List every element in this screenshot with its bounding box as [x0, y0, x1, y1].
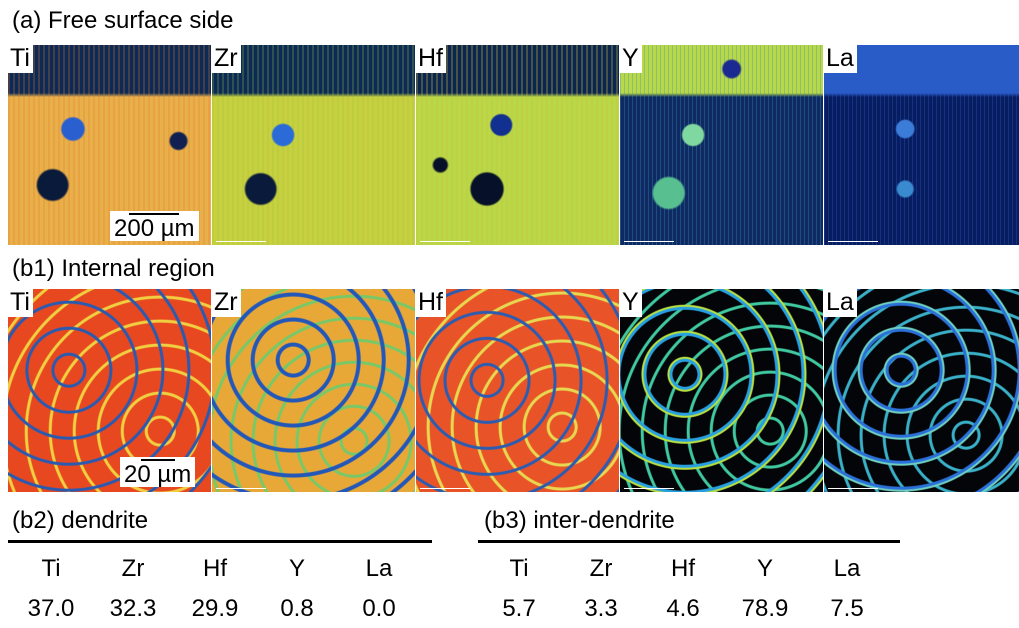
section-a-title: (a) Free surface side	[12, 7, 234, 34]
element-label: La	[824, 289, 857, 317]
scale-bar	[624, 236, 674, 242]
element-label: Zr	[212, 289, 241, 317]
element-label: Y	[620, 45, 642, 73]
table-b3-header: Hf	[671, 555, 695, 582]
table-b3-header: Y	[756, 555, 773, 582]
table-b3-header: La	[833, 555, 861, 582]
table-b3-value: 78.9	[741, 595, 789, 622]
map-a-hf: Hf	[416, 45, 619, 245]
map-a-la: La	[824, 45, 1019, 245]
table-b2-title: (b2) dendrite	[12, 507, 149, 534]
element-label: Y	[620, 289, 642, 317]
scale-bar	[216, 483, 266, 489]
map-b1-ti: Ti 20 µm	[8, 289, 211, 492]
scale-bar	[828, 483, 878, 489]
table-b3-rule	[478, 540, 900, 543]
table-b2-value: 37.0	[27, 595, 75, 622]
scale-bar-line	[140, 459, 175, 461]
scale-bar	[828, 236, 878, 242]
map-b1-la: La	[824, 289, 1019, 492]
scale-bar	[624, 483, 674, 489]
map-b1-zr: Zr	[212, 289, 415, 492]
table-b3-title: (b3) inter-dendrite	[484, 507, 675, 534]
element-label: Zr	[212, 45, 241, 73]
section-b1-title: (b1) Internal region	[12, 255, 215, 282]
element-label: Ti	[8, 45, 33, 73]
scale-bar-line	[129, 213, 180, 215]
table-b3-header-row: Ti Zr Hf Y La	[478, 556, 888, 582]
table-b3-value: 4.6	[666, 595, 700, 622]
table-b2-value: 29.9	[191, 595, 239, 622]
scale-bar-label: 20 µm	[124, 461, 192, 488]
table-b2-value: 32.3	[109, 595, 157, 622]
table-b3-value-row: 5.7 3.3 4.6 78.9 7.5	[478, 596, 888, 622]
element-label: Hf	[416, 289, 446, 317]
scale-bar	[216, 236, 266, 242]
element-label: Ti	[8, 289, 33, 317]
table-b3-header: Ti	[509, 555, 529, 582]
table-b3-value: 3.3	[584, 595, 618, 622]
scale-bar: 200 µm	[110, 211, 199, 241]
element-label: Hf	[416, 45, 446, 73]
scale-bar	[420, 236, 470, 242]
table-b2-header: Hf	[203, 555, 227, 582]
scale-bar: 20 µm	[120, 457, 196, 488]
table-b2-value: 0.0	[362, 595, 396, 622]
map-a-zr: Zr	[212, 45, 415, 245]
element-label: La	[824, 45, 857, 73]
map-b1-hf: Hf	[416, 289, 619, 492]
table-b2-value: 0.8	[280, 595, 314, 622]
table-b2-header: La	[365, 555, 393, 582]
table-b2-header: Ti	[41, 555, 61, 582]
scale-bar	[420, 483, 470, 489]
table-b2-header-row: Ti Zr Hf Y La	[10, 556, 420, 582]
map-a-y: Y	[620, 45, 823, 245]
map-a-ti: Ti 200 µm	[8, 45, 211, 245]
scale-bar-label: 200 µm	[114, 215, 195, 242]
table-b2-rule	[8, 540, 432, 543]
table-b3-value: 5.7	[502, 595, 536, 622]
table-b2-header: Zr	[121, 555, 145, 582]
table-b3-value: 7.5	[830, 595, 864, 622]
table-b2-value-row: 37.0 32.3 29.9 0.8 0.0	[10, 596, 420, 622]
table-b3-header: Zr	[589, 555, 613, 582]
table-b2-header: Y	[288, 555, 305, 582]
map-b1-y: Y	[620, 289, 823, 492]
